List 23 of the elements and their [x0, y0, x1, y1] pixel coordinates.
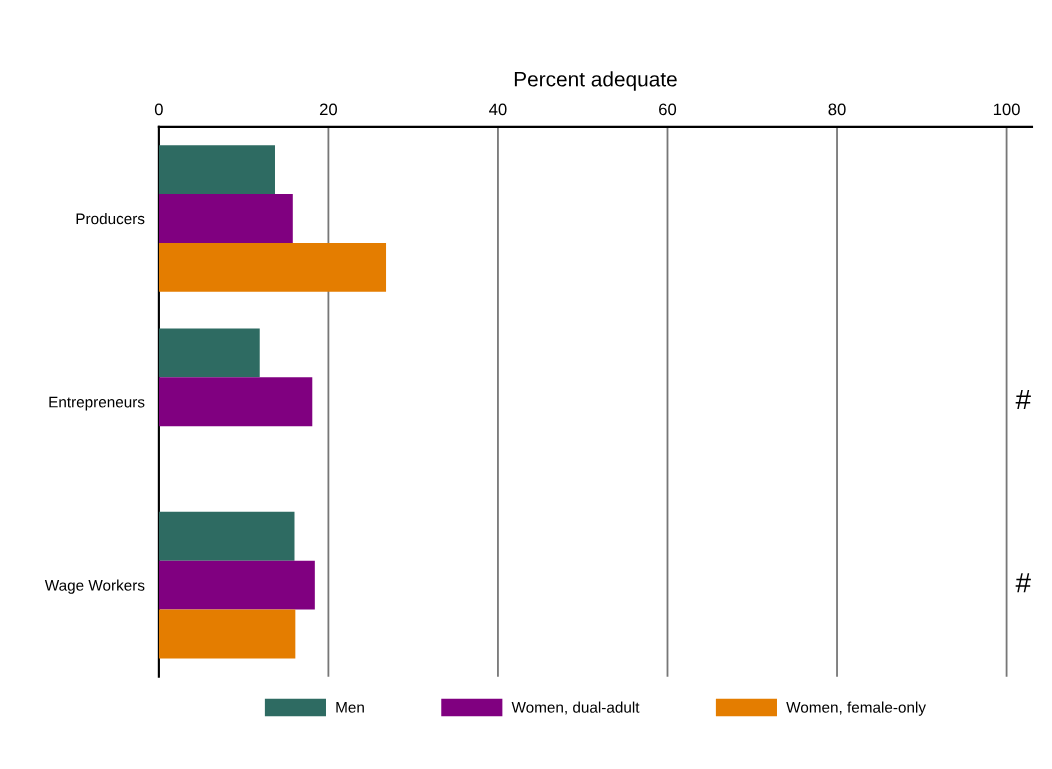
x-tick-label: 0 [154, 103, 163, 116]
x-tick-label: 60 [659, 103, 677, 116]
legend-label: Women, female-only [786, 701, 926, 716]
x-tick-label: 40 [489, 103, 507, 116]
x-tick-label: 20 [319, 103, 338, 116]
y-tick-label: Entrepreneurs [49, 396, 145, 411]
bar [158, 560, 315, 610]
x-tick-label: 80 [828, 103, 846, 116]
legend-label: Women, dual-adult [511, 701, 640, 715]
bar [158, 609, 296, 659]
bar [158, 377, 313, 427]
bar [158, 328, 260, 378]
y-tick-label: Wage Workers [44, 579, 145, 594]
bar [158, 194, 293, 243]
bar [158, 511, 295, 561]
bar [158, 145, 275, 195]
bar [158, 242, 387, 292]
legend-label: Men [336, 702, 364, 713]
x-tick-label: 100 [993, 103, 1020, 116]
annotation: # [1015, 389, 1031, 409]
x-axis-title: Percent adequate [514, 71, 677, 91]
annotation: # [1015, 573, 1031, 593]
y-tick-label: Producers [76, 212, 145, 225]
